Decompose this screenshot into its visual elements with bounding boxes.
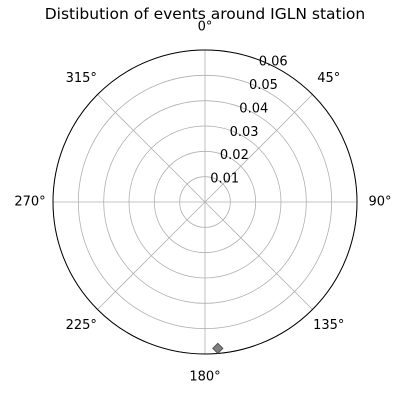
theta-tick-label: 45° bbox=[317, 71, 340, 86]
r-tick-label: 0.03 bbox=[230, 125, 259, 140]
theta-tick-label: 90° bbox=[368, 195, 391, 210]
chart-title: Distibution of events around IGLN statio… bbox=[45, 5, 366, 23]
theta-tick-label: 135° bbox=[313, 318, 344, 333]
r-tick-label: 0.05 bbox=[249, 78, 278, 93]
theta-tick-label: 225° bbox=[66, 318, 97, 333]
theta-tick-label: 270° bbox=[14, 195, 45, 210]
r-tick-label: 0.02 bbox=[220, 148, 249, 163]
angular-gridline-225 bbox=[97, 201, 206, 310]
frame-layer bbox=[52, 49, 358, 355]
data-markers bbox=[212, 342, 224, 355]
theta-tick-label: 315° bbox=[66, 71, 97, 86]
theta-tick-label: 0° bbox=[198, 20, 213, 35]
angular-gridline-135 bbox=[204, 201, 313, 310]
data-point-marker bbox=[212, 342, 224, 355]
angular-gridline-315 bbox=[97, 94, 206, 203]
tick-labels: 0° 45° 90° 135° 180° 225° 270° 315° 0.01 0.02 0.03… bbox=[14, 20, 391, 385]
r-tick-label: 0.01 bbox=[210, 172, 239, 187]
r-tick-label: 0.04 bbox=[239, 101, 268, 116]
grid-layer bbox=[52, 49, 358, 355]
r-tick-label: 0.06 bbox=[259, 55, 288, 70]
theta-tick-label: 180° bbox=[189, 370, 220, 385]
angular-gridline-45 bbox=[204, 94, 313, 203]
polar-frame bbox=[52, 49, 358, 355]
